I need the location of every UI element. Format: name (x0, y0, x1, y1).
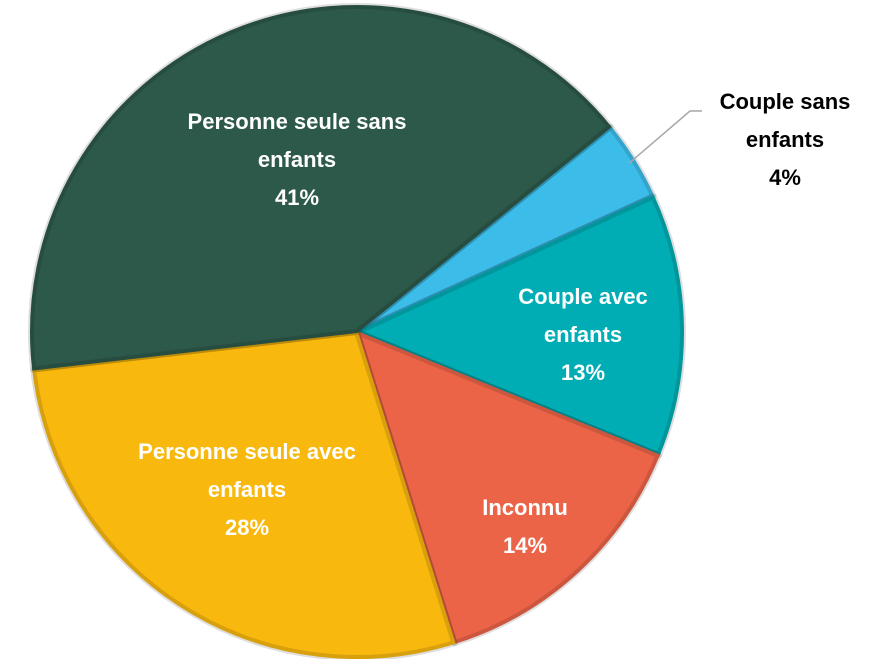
leader-line (628, 110, 702, 164)
pie-slice (32, 330, 456, 659)
slice-label: Inconnu 14% (450, 489, 600, 565)
slice-border (30, 329, 458, 659)
slice-border (354, 329, 662, 647)
pie-slice (30, 5, 612, 371)
pie-slice (355, 330, 661, 645)
slice-border (354, 193, 686, 459)
slice-label: Personne seule sans enfants 41% (187, 103, 407, 217)
category-label: Inconnu (482, 495, 568, 520)
value-label: 14% (502, 533, 548, 558)
value-label: 28% (224, 515, 270, 540)
slice-label: Couple sans enfants 4% (700, 83, 870, 197)
pie-slice (354, 194, 684, 457)
slice-border (28, 3, 614, 373)
value-label: 4% (769, 165, 801, 190)
category-label: Couple avec enfants (518, 284, 648, 347)
value-label: 41% (274, 185, 320, 210)
category-label: Personne seule avec enfants (138, 439, 356, 502)
slice-label: Couple avec enfants 13% (498, 278, 668, 392)
category-label: Couple sans enfants (719, 89, 851, 152)
slice-label: Personne seule avec enfants 28% (137, 433, 357, 547)
value-label: 13% (560, 360, 606, 385)
category-label: Personne seule sans enfants (187, 109, 407, 172)
